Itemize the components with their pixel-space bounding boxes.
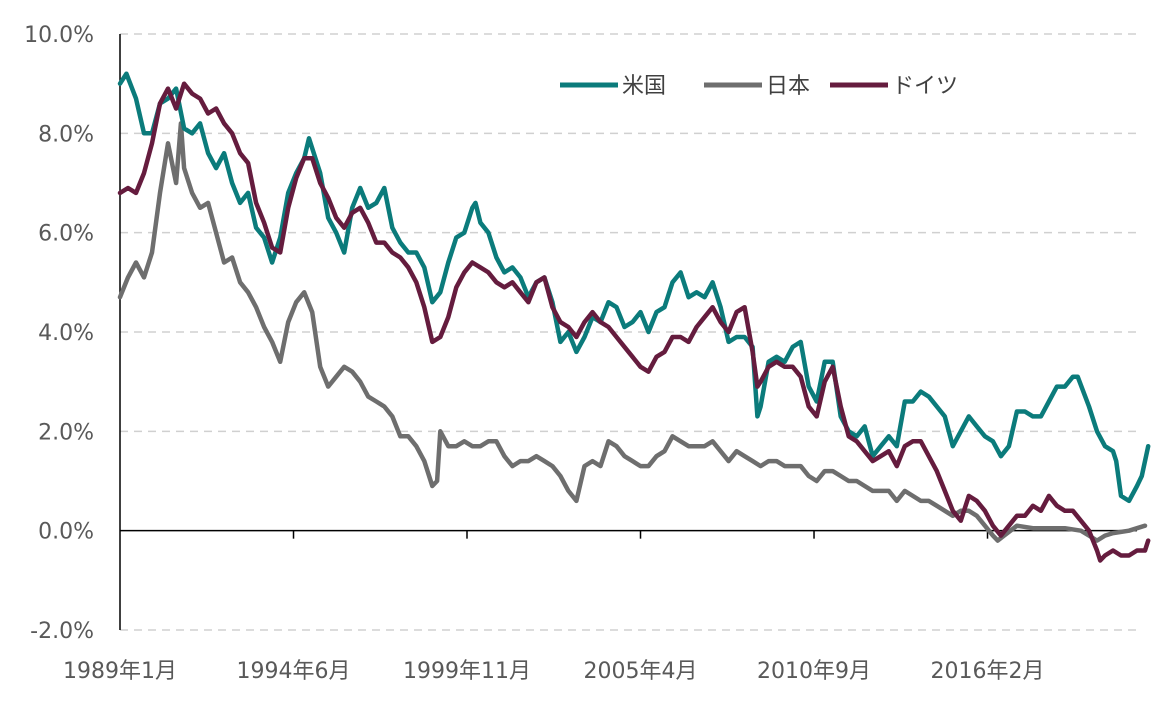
- series-line-2: [117, 81, 1151, 563]
- gridlines: [120, 33, 1137, 631]
- y-tick-label: 6.0%: [38, 222, 94, 247]
- x-tick-label: 1989年1月: [63, 659, 177, 684]
- x-tick-label: 1999年11月: [403, 659, 531, 684]
- series-line-1: [117, 121, 1148, 543]
- x-axis: 1989年1月 1994年6月 1999年11月 2005年4月 2010年9月 2016…: [63, 34, 1137, 684]
- legend-label: 日本: [766, 74, 810, 99]
- x-tick-label: 2005年4月: [584, 659, 698, 684]
- y-tick-label: 0.0%: [38, 520, 94, 545]
- y-tick-label: -2.0%: [30, 619, 94, 644]
- legend-label: ドイツ: [892, 74, 958, 99]
- y-axis-ticks: 10.0% 8.0% 6.0% 4.0% 2.0% 0.0% -2.0%: [24, 23, 94, 644]
- y-tick-label: 8.0%: [38, 122, 94, 147]
- legend-label: 米国: [622, 74, 666, 99]
- series-lines: [117, 71, 1151, 563]
- x-tick-label: 2010年9月: [757, 659, 871, 684]
- x-tick-label: 2016年2月: [931, 659, 1045, 684]
- series-line-0: [117, 71, 1151, 504]
- y-tick-label: 10.0%: [24, 23, 94, 48]
- legend: 米国 日本 ドイツ: [560, 74, 958, 99]
- x-tick-label: 1994年6月: [237, 659, 351, 684]
- y-tick-label: 2.0%: [38, 420, 94, 445]
- y-tick-label: 4.0%: [38, 321, 94, 346]
